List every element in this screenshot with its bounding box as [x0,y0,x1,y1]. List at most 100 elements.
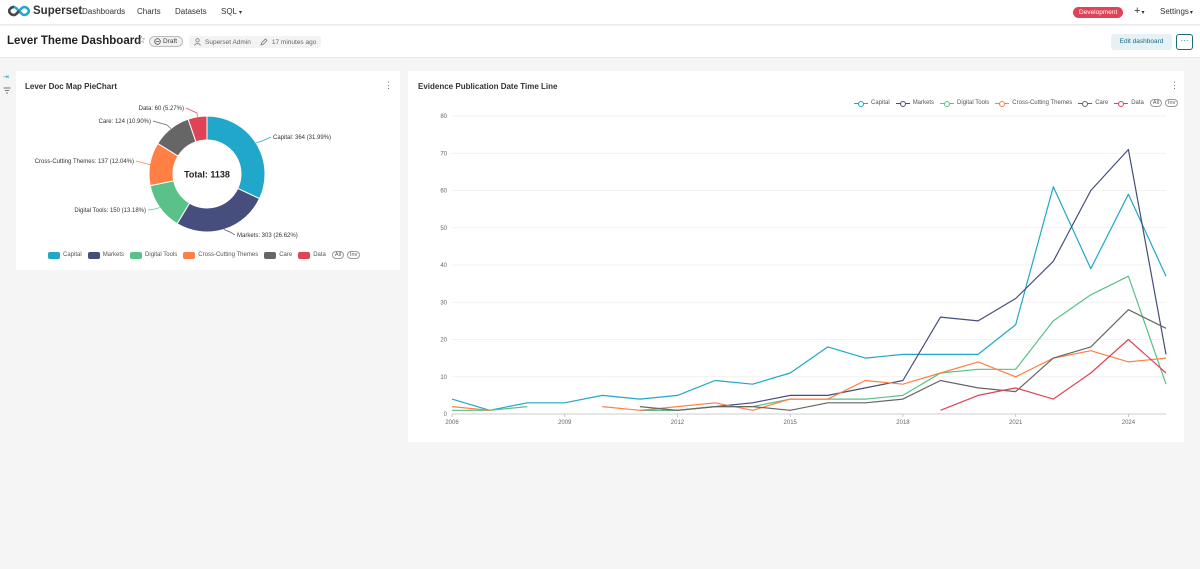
pie-chart-title: Lever Doc Map PieChart [25,82,118,91]
legend-line-marker [854,100,868,107]
pie-label-line [223,229,236,236]
legend-line-marker [895,100,910,107]
legend-select-all-button[interactable]: All [1149,99,1163,107]
legend-label: Care [279,252,293,258]
y-tick-label: 70 [440,151,447,157]
legend-item[interactable]: Data [298,251,326,259]
series-line-digital-tools[interactable] [639,275,1167,411]
y-tick-label: 80 [440,114,447,120]
legend-swatch [264,251,277,259]
draft-icon [154,38,161,45]
top-navbar: Superset Dashboards Charts Datasets SQL ▾… [0,0,1200,25]
user-icon [194,38,201,46]
y-tick-label: 20 [440,338,447,344]
nav-dashboards[interactable]: Dashboards [82,7,126,16]
x-tick-label: 2015 [784,420,798,426]
y-tick-label: 60 [440,189,447,195]
legend-item[interactable]: Markets [87,251,125,259]
pie-label-line [147,207,160,211]
line-chart-card: Evidence Publication Date Time Line ⋮ Ca… [408,71,1184,442]
settings-menu[interactable]: Settings▾ [1160,7,1193,16]
legend-item[interactable]: Digital Tools [130,251,178,259]
legend-swatch [183,251,196,259]
nav-sql[interactable]: SQL ▾ [221,7,242,16]
legend-swatch [48,251,60,259]
legend-line-marker [940,100,955,107]
chart-menu-icon[interactable]: ⋮ [1170,80,1179,90]
legend-item[interactable]: Cross-Cutting Themes [995,100,1072,107]
filter-icon[interactable] [3,87,11,96]
brand-name: Superset [33,5,83,17]
pie-slice-data[interactable] [187,115,208,143]
star-icon[interactable]: ☆ [137,35,146,46]
legend-item[interactable]: Capital [48,251,82,259]
pie-slice-label: Markets: 303 (26.62%) [237,233,298,239]
series-line-cross-cutting-themes[interactable] [602,350,1167,411]
filter-bar-collapsed: ⇥ [3,73,11,102]
legend-label: Digital Tools [957,100,990,106]
chevron-down-icon: ▾ [1189,10,1193,16]
legend-swatch [87,251,100,259]
status-badge[interactable]: Draft [149,36,184,47]
legend-line-marker [1078,100,1093,107]
pie-label-line [152,120,172,129]
legend-label: Markets [912,100,935,106]
y-tick-label: 30 [440,300,447,306]
legend-line-marker [995,100,1010,107]
y-tick-label: 50 [440,226,447,232]
more-options-button[interactable]: ··· [1176,34,1193,50]
line-chart: 0 10 20 30 40 50 60 70 80 2006 2009 2012 2015 2018 202… [440,114,1167,426]
pie-slice-label: Data: 60 (5.27%) [139,106,184,112]
x-tick-label: 2006 [445,420,459,426]
x-tick-label: 2018 [896,420,910,426]
chart-menu-icon[interactable]: ⋮ [384,80,393,90]
legend-item[interactable]: Care [264,251,293,259]
legend-label: Capital [871,100,890,106]
series-line-data[interactable] [940,338,1167,411]
new-menu-button[interactable]: +▾ [1134,5,1144,17]
legend-item[interactable]: Cross-Cutting Themes [183,251,258,259]
legend-item[interactable]: Markets [895,100,935,107]
series-line-cross-cutting-themes[interactable] [451,406,490,411]
series-line-digital-tools[interactable] [452,406,528,411]
legend-label: Digital Tools [145,252,178,258]
legend-invert-button[interactable]: Inv [1165,99,1179,107]
x-tick-label: 2012 [671,420,685,426]
plus-icon: + [1134,5,1141,17]
modified-time: 17 minutes ago [271,38,317,46]
legend-label: Care [1095,100,1109,106]
y-tick-label: 10 [440,375,447,381]
legend-item[interactable]: Data [1114,100,1144,107]
legend-item[interactable]: Capital [854,100,890,107]
series-line-capital[interactable] [451,186,1167,411]
legend-item[interactable]: Care [1078,100,1108,107]
superset-logo[interactable]: Superset [8,5,82,17]
pie-slice-capital[interactable] [206,115,266,200]
legend-select-all-button[interactable]: All [331,251,345,259]
legend-item[interactable]: Digital Tools [940,100,989,107]
legend-invert-button[interactable]: Inv [347,251,361,259]
expand-filters-icon[interactable]: ⇥ [3,74,9,81]
pie-label-line [135,160,153,166]
series-line-markets[interactable] [639,148,1167,411]
y-tick-label: 0 [444,412,448,418]
pie-slice-markets[interactable] [176,187,261,233]
pie-slice-label: Care: 124 (10.90%) [99,119,151,125]
infinity-logo-icon [8,5,30,17]
environment-badge: Development [1073,7,1124,18]
legend-label: Markets [102,252,125,258]
settings-label: Settings [1160,7,1189,16]
pie-label-line [185,107,198,117]
series-line-care[interactable] [639,309,1167,411]
x-tick-label: 2024 [1122,420,1136,426]
legend-label: Data [1131,100,1144,106]
legend-swatch [298,251,311,259]
page-title[interactable]: Lever Theme Dashboard [7,35,142,47]
nav-datasets[interactable]: Datasets [175,7,207,16]
legend-swatch [130,251,143,259]
pie-slice-label: Digital Tools: 150 (13.18%) [74,208,146,214]
edit-dashboard-button[interactable]: Edit dashboard [1111,34,1172,50]
nav-charts[interactable]: Charts [137,7,161,16]
pie-chart: Capital: 364 (31.99%) Markets: 303 (26.62… [35,106,331,239]
legend-label: Data [313,252,326,258]
